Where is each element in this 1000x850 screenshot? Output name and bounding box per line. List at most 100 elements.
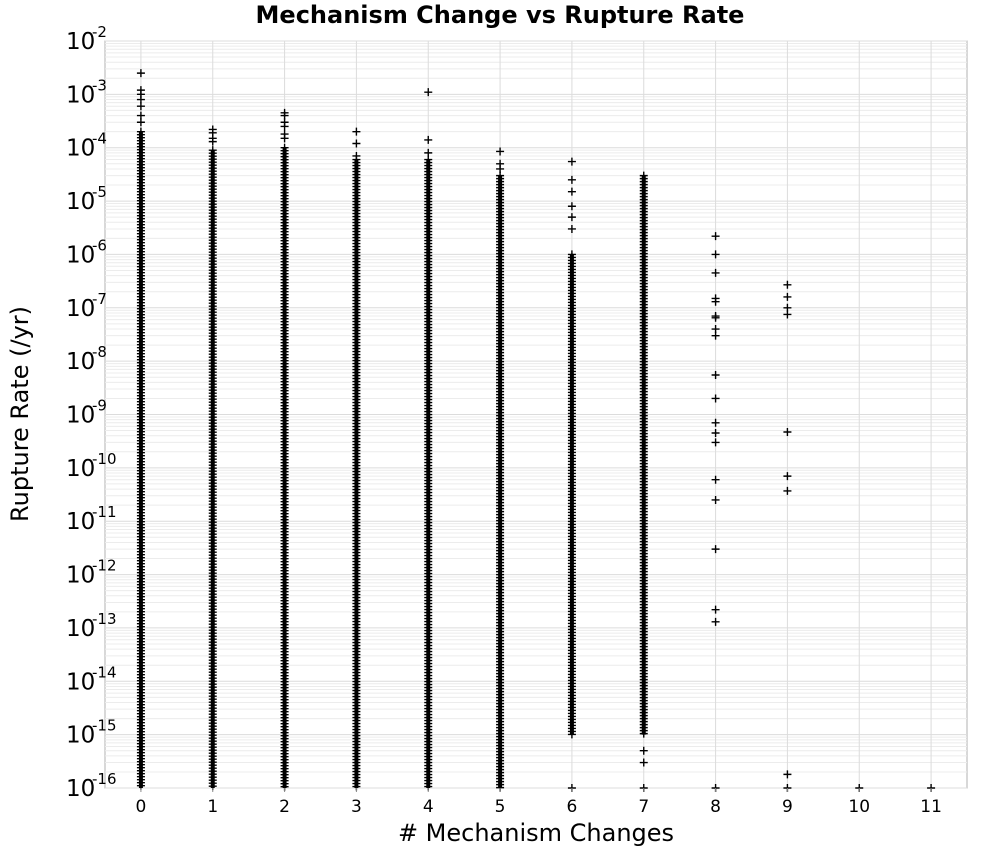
data-point [567, 224, 576, 233]
data-point [711, 545, 720, 554]
x-tick-label: 7 [638, 797, 649, 817]
y-tick-base: 10 [66, 456, 95, 482]
x-tick-label: 10 [848, 797, 870, 817]
x-tick-label: 1 [207, 797, 218, 817]
y-tick-exponent: -5 [92, 183, 107, 201]
y-tick-exponent: -9 [92, 397, 107, 415]
data-point [280, 134, 289, 143]
data-point [711, 605, 720, 614]
data-point [783, 427, 792, 436]
data-point [567, 175, 576, 184]
y-tick-exponent: -12 [92, 557, 117, 575]
y-tick-label: 10-7 [66, 290, 107, 322]
data-point [783, 292, 792, 301]
y-tick-base: 10 [66, 82, 95, 108]
data-point [424, 148, 433, 157]
y-tick-exponent: -16 [92, 770, 117, 788]
data-point [496, 147, 505, 156]
data-point [711, 617, 720, 626]
data-point [136, 69, 145, 78]
data-point [352, 127, 361, 136]
y-tick-base: 10 [66, 563, 95, 589]
data-point [136, 118, 145, 127]
y-tick-base: 10 [66, 723, 95, 749]
y-axis-label: Rupture Rate (/yr) [6, 306, 34, 522]
data-point [783, 472, 792, 481]
data-point [711, 250, 720, 259]
y-tick-label: 10-3 [66, 76, 107, 108]
y-tick-exponent: -15 [92, 717, 117, 735]
y-tick-label: 10-4 [66, 130, 107, 162]
y-tick-exponent: -8 [92, 343, 107, 361]
x-tick-label: 11 [920, 797, 942, 817]
data-point [567, 202, 576, 211]
data-point [496, 164, 505, 173]
x-tick-label: 5 [495, 797, 506, 817]
data-point [783, 280, 792, 289]
data-point [208, 137, 217, 146]
data-point [711, 418, 720, 427]
y-tick-exponent: -2 [92, 23, 107, 41]
y-tick-base: 10 [66, 136, 95, 162]
data-point [639, 746, 648, 755]
data-point [352, 151, 361, 160]
y-tick-base: 10 [66, 669, 95, 695]
y-tick-label: 10-10 [66, 450, 117, 482]
y-tick-label: 10-11 [66, 503, 117, 535]
data-point [352, 139, 361, 148]
x-tick-label: 6 [567, 797, 578, 817]
x-axis-ticks: 0 1 2 3 4 5 6 7 8 9 10 11 [136, 788, 942, 817]
data-point [711, 313, 720, 322]
data-point [711, 370, 720, 379]
x-tick-label: 4 [423, 797, 434, 817]
data-point [711, 429, 720, 438]
x-tick-label: 8 [710, 797, 721, 817]
data-point [711, 475, 720, 484]
data-point [711, 331, 720, 340]
data-point [567, 157, 576, 166]
y-tick-label: 10-9 [66, 397, 107, 429]
data-point [711, 297, 720, 306]
x-tick-label: 0 [136, 797, 147, 817]
data-point [711, 495, 720, 504]
x-tick-label: 3 [351, 797, 362, 817]
y-tick-label: 10-8 [66, 343, 107, 375]
y-tick-base: 10 [66, 29, 95, 55]
y-tick-base: 10 [66, 776, 95, 802]
y-tick-exponent: -3 [92, 76, 107, 94]
y-tick-label: 10-13 [66, 610, 117, 642]
y-tick-exponent: -4 [92, 130, 107, 148]
y-tick-label: 10-5 [66, 183, 107, 215]
data-point [424, 88, 433, 97]
y-tick-label: 10-6 [66, 236, 107, 268]
y-tick-base: 10 [66, 509, 95, 535]
y-tick-label: 10-12 [66, 557, 117, 589]
data-point [783, 486, 792, 495]
y-tick-base: 10 [66, 189, 95, 215]
data-point [567, 187, 576, 196]
data-point [711, 438, 720, 447]
data-point [711, 232, 720, 241]
y-tick-label: 10-16 [66, 770, 117, 802]
data-point [136, 102, 145, 111]
data-point [280, 122, 289, 131]
x-tick-label: 9 [782, 797, 793, 817]
data-point [639, 758, 648, 767]
y-tick-label: 10-2 [66, 23, 107, 55]
y-tick-label: 10-14 [66, 663, 117, 695]
y-tick-exponent: -13 [92, 610, 117, 628]
data-point [711, 268, 720, 277]
y-tick-exponent: -7 [92, 290, 107, 308]
y-tick-base: 10 [66, 616, 95, 642]
data-point [424, 135, 433, 144]
y-tick-exponent: -6 [92, 236, 107, 254]
y-tick-label: 10-15 [66, 717, 117, 749]
y-tick-base: 10 [66, 296, 95, 322]
y-axis-ticks: 10-210-310-410-510-610-710-810-910-1010-… [66, 23, 117, 802]
x-tick-label: 2 [279, 797, 290, 817]
data-point [711, 394, 720, 403]
data-point [567, 213, 576, 222]
data-point [567, 730, 576, 739]
y-tick-base: 10 [66, 242, 95, 268]
